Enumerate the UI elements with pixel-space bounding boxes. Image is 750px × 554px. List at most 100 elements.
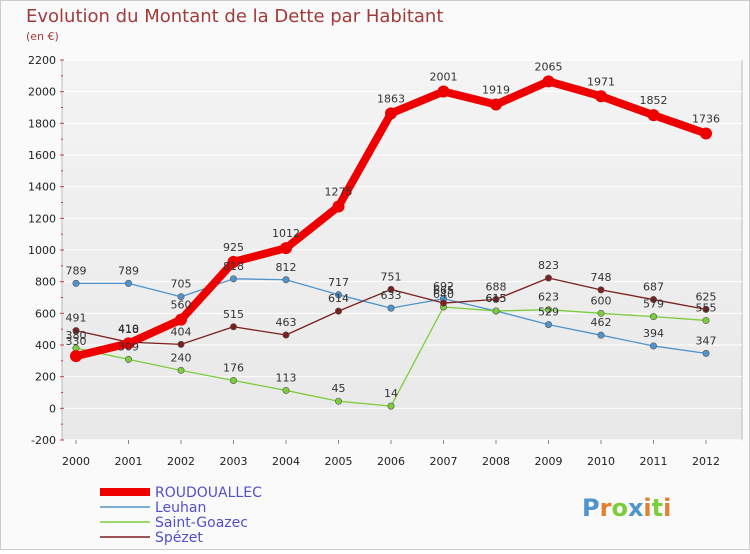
data-label: 418 <box>118 323 139 336</box>
y-axis: -200 0 200 400 600 800 1000 1200 1400 1600 1800 200… <box>28 54 64 447</box>
x-axis: 2000 2001 2002 2003 2004 2005 2006 2007 2008 2009… <box>62 440 720 468</box>
data-label: 665 <box>433 284 454 297</box>
data-label: 789 <box>118 264 139 277</box>
legend-label: ROUDOUALLEC <box>155 485 262 501</box>
data-label: 309 <box>118 340 139 353</box>
data-point <box>177 366 185 374</box>
data-point <box>175 313 187 326</box>
y-tick-label: 1800 <box>28 117 56 130</box>
data-label: 515 <box>223 308 244 321</box>
data-label: 1852 <box>640 94 668 107</box>
data-point <box>649 296 657 304</box>
data-point <box>700 127 712 140</box>
data-label: 579 <box>643 298 664 311</box>
data-label: 789 <box>66 264 87 277</box>
data-label: 615 <box>486 292 507 305</box>
data-label: 491 <box>66 312 87 325</box>
data-label: 1736 <box>692 112 720 125</box>
data-point <box>387 285 395 293</box>
data-label: 2001 <box>430 71 458 84</box>
x-tick-label: 2008 <box>482 455 510 468</box>
data-label: 347 <box>696 334 717 347</box>
y-tick-label: 400 <box>35 339 56 352</box>
data-point <box>125 279 133 287</box>
data-label: 380 <box>66 329 87 342</box>
data-point <box>282 386 290 394</box>
data-label: 623 <box>538 291 559 304</box>
data-label: 600 <box>591 294 612 307</box>
grid-lines <box>62 59 742 441</box>
data-label: 404 <box>171 325 192 338</box>
data-label: 410 <box>118 322 139 335</box>
data-point <box>122 337 135 350</box>
y-tick-label: 1200 <box>28 212 56 225</box>
x-tick-label: 2011 <box>640 455 668 468</box>
data-point <box>544 321 552 329</box>
data-point <box>282 276 290 284</box>
data-point <box>649 313 657 321</box>
logo-letter: i <box>643 494 651 522</box>
data-point <box>334 397 342 405</box>
logo-text: Proxiti <box>582 494 671 522</box>
data-label: 1275 <box>325 185 353 198</box>
data-point <box>702 349 710 357</box>
data-point <box>702 316 710 324</box>
logo-letter: x <box>628 494 644 522</box>
logo-letter: t <box>652 494 663 522</box>
data-point <box>492 307 500 315</box>
data-point <box>177 293 185 301</box>
data-label: 748 <box>591 271 612 284</box>
x-tick-label: 2009 <box>535 455 563 468</box>
y-tick-label: 1000 <box>28 244 56 257</box>
data-point <box>230 323 238 331</box>
x-tick-label: 2007 <box>430 455 458 468</box>
data-point <box>649 342 657 350</box>
proxiti-logo: Proxiti <box>582 494 671 522</box>
data-point <box>72 327 80 335</box>
data-point <box>544 306 552 314</box>
data-label: 818 <box>223 260 244 273</box>
data-point <box>385 107 397 120</box>
data-point <box>492 295 500 303</box>
y-tick-label: 2000 <box>28 86 56 99</box>
data-point <box>387 402 395 410</box>
data-label: 705 <box>171 278 192 291</box>
x-tick-label: 2010 <box>587 455 615 468</box>
data-point <box>437 85 450 98</box>
data-point <box>230 275 238 283</box>
y-tick-label: 200 <box>35 371 56 384</box>
data-label: 330 <box>66 335 87 348</box>
data-point <box>597 286 605 294</box>
data-point <box>439 299 447 307</box>
data-label: 1863 <box>377 92 405 105</box>
data-labels: 330 410 560 925 1012 1275 1863 2001 1919 2065 1971… <box>66 60 721 400</box>
data-label: 717 <box>328 276 349 289</box>
x-tick-label: 2004 <box>272 455 300 468</box>
x-tick-label: 2002 <box>167 455 195 468</box>
data-label: 176 <box>223 361 244 374</box>
data-label: 633 <box>381 289 402 302</box>
x-tick-label: 2000 <box>62 455 90 468</box>
data-point <box>282 331 290 339</box>
data-point <box>542 75 555 88</box>
x-tick-label: 2003 <box>220 455 248 468</box>
data-point <box>387 304 395 312</box>
legend-label: Spézet <box>155 530 203 546</box>
data-label: 1012 <box>272 227 300 240</box>
data-label: 394 <box>643 327 664 340</box>
logo-letter: P <box>582 494 600 522</box>
data-label: 615 <box>486 292 507 305</box>
data-label: 462 <box>591 316 612 329</box>
data-label: 463 <box>276 316 297 329</box>
data-label: 640 <box>433 288 454 301</box>
data-label: 751 <box>381 270 402 283</box>
data-point <box>280 242 292 255</box>
data-point <box>490 98 502 111</box>
logo-letter: i <box>663 494 671 522</box>
data-point <box>544 274 552 282</box>
data-label: 45 <box>332 382 346 395</box>
data-label: 812 <box>276 261 297 274</box>
data-point <box>72 279 80 287</box>
